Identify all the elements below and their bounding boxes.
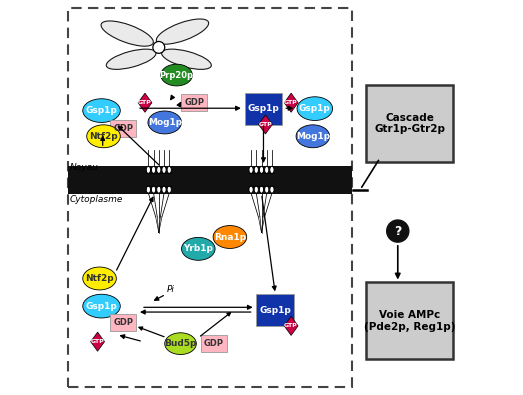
Ellipse shape [259, 186, 264, 193]
Text: Mog1p: Mog1p [147, 118, 182, 127]
Text: GDP: GDP [204, 339, 224, 348]
Ellipse shape [161, 64, 192, 86]
Text: Cascade
Gtr1p-Gtr2p: Cascade Gtr1p-Gtr2p [374, 113, 445, 134]
Text: Bud5p: Bud5p [164, 339, 197, 348]
Text: GTP: GTP [284, 100, 298, 105]
Text: Rna1p: Rna1p [214, 233, 246, 241]
Ellipse shape [254, 186, 258, 193]
FancyBboxPatch shape [181, 94, 208, 111]
Text: Pi: Pi [167, 285, 175, 294]
Ellipse shape [259, 166, 264, 173]
Text: GDP: GDP [113, 124, 133, 133]
Text: GTP: GTP [258, 122, 272, 127]
Text: Yrb1p: Yrb1p [184, 245, 213, 253]
Ellipse shape [146, 166, 151, 173]
Ellipse shape [162, 49, 211, 70]
Text: ?: ? [394, 225, 402, 237]
Ellipse shape [83, 294, 120, 318]
Ellipse shape [254, 166, 258, 173]
Text: Prp20p: Prp20p [160, 71, 194, 79]
Text: Gsp1p: Gsp1p [86, 302, 117, 310]
Ellipse shape [148, 111, 181, 134]
Ellipse shape [167, 166, 172, 173]
Ellipse shape [106, 49, 156, 70]
Text: Noyau: Noyau [70, 164, 99, 172]
FancyBboxPatch shape [201, 335, 227, 352]
Text: GTP: GTP [90, 339, 105, 344]
FancyBboxPatch shape [68, 8, 353, 387]
Text: Voie AMPc
(Pde2p, Reg1p): Voie AMPc (Pde2p, Reg1p) [364, 310, 456, 332]
Ellipse shape [213, 226, 247, 248]
Ellipse shape [265, 186, 269, 193]
FancyBboxPatch shape [256, 294, 294, 326]
Polygon shape [284, 316, 298, 335]
Bar [68, 166, 353, 194]
Circle shape [153, 41, 165, 53]
FancyBboxPatch shape [366, 282, 453, 359]
Text: Gsp1p: Gsp1p [247, 104, 279, 113]
Polygon shape [258, 115, 272, 134]
Ellipse shape [157, 186, 161, 193]
Ellipse shape [165, 333, 196, 355]
FancyBboxPatch shape [366, 85, 453, 162]
FancyBboxPatch shape [245, 93, 282, 125]
Ellipse shape [249, 166, 253, 173]
Ellipse shape [83, 99, 120, 122]
Ellipse shape [157, 166, 161, 173]
Ellipse shape [296, 125, 329, 148]
Polygon shape [138, 93, 152, 112]
Text: Gsp1p: Gsp1p [86, 106, 117, 115]
Ellipse shape [297, 97, 333, 120]
Polygon shape [284, 93, 298, 112]
Text: GDP: GDP [113, 318, 133, 327]
Ellipse shape [162, 186, 166, 193]
FancyBboxPatch shape [110, 314, 137, 331]
Ellipse shape [249, 186, 253, 193]
Ellipse shape [181, 237, 215, 260]
Text: GTP: GTP [284, 324, 298, 328]
Ellipse shape [146, 186, 151, 193]
Text: Gsp1p: Gsp1p [259, 306, 291, 314]
Ellipse shape [167, 186, 172, 193]
Ellipse shape [270, 186, 274, 193]
Ellipse shape [270, 166, 274, 173]
Ellipse shape [87, 125, 120, 148]
Text: Cytoplasme: Cytoplasme [70, 195, 123, 204]
Text: Gsp1p: Gsp1p [299, 104, 331, 113]
Ellipse shape [152, 186, 156, 193]
Circle shape [386, 220, 409, 242]
Text: GTP: GTP [138, 100, 152, 105]
Ellipse shape [101, 21, 153, 46]
Ellipse shape [152, 166, 156, 173]
Text: GDP: GDP [184, 98, 204, 107]
Polygon shape [90, 332, 105, 351]
Ellipse shape [156, 19, 209, 44]
Text: Mog1p: Mog1p [296, 132, 330, 141]
FancyBboxPatch shape [110, 120, 137, 137]
Text: Ntf2p: Ntf2p [89, 132, 118, 141]
Ellipse shape [83, 267, 116, 290]
Ellipse shape [162, 166, 166, 173]
Text: Ntf2p: Ntf2p [85, 274, 114, 283]
Ellipse shape [265, 166, 269, 173]
